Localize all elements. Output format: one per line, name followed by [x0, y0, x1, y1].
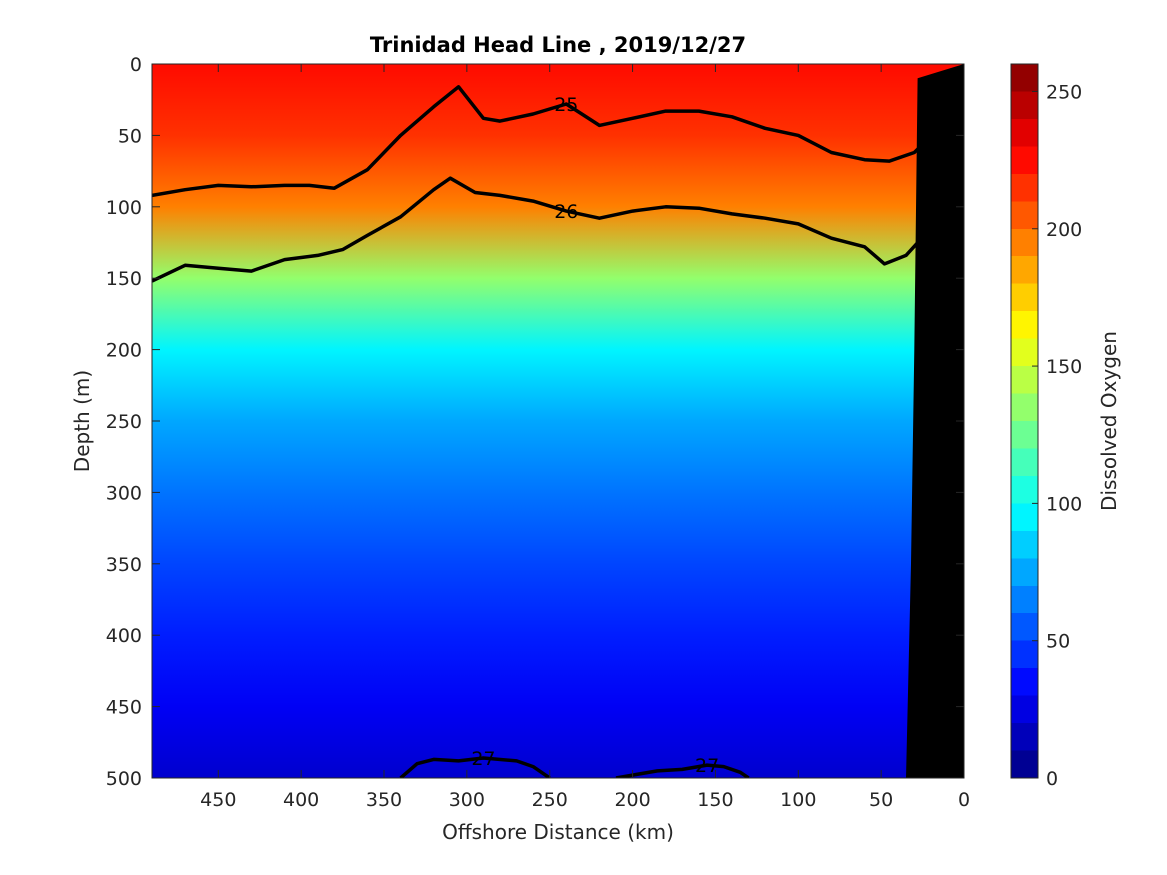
chart-title: Trinidad Head Line , 2019/12/27	[370, 33, 746, 57]
x-tick-label: 150	[697, 789, 733, 811]
plot-area: 25 26 27 27	[152, 64, 964, 778]
colorbar-tick-label: 0	[1046, 768, 1058, 790]
y-axis-ticks: 0 50 100 150 200 250 300 350 400 450 500	[106, 54, 964, 790]
y-tick-label: 250	[106, 411, 142, 433]
density-contour-26	[152, 176, 949, 283]
y-tick-label: 450	[106, 697, 142, 719]
y-tick-label: 300	[106, 482, 142, 504]
x-tick-label: 100	[780, 789, 816, 811]
colorbar-tick-label: 150	[1046, 356, 1082, 378]
x-tick-label: 0	[958, 789, 970, 811]
colorbar-tick-label: 50	[1046, 631, 1070, 653]
contour-label-26: 26	[554, 201, 578, 223]
contour-label-27: 27	[471, 748, 495, 770]
y-tick-label: 400	[106, 625, 142, 647]
y-tick-label: 100	[106, 197, 142, 219]
x-tick-label: 300	[449, 789, 485, 811]
density-contour-25	[152, 85, 957, 198]
y-tick-label: 200	[106, 340, 142, 362]
density-contour-27	[615, 763, 750, 778]
y-tick-label: 0	[130, 54, 142, 76]
colorbar-tick-label: 100	[1046, 493, 1082, 515]
y-axis-label: Depth (m)	[70, 370, 94, 472]
contour-label-27: 27	[695, 755, 719, 777]
colorbar-tick-label: 200	[1046, 219, 1082, 241]
density-contour-27	[399, 756, 551, 778]
density-contours: 25 26 27 27	[152, 85, 957, 778]
y-tick-label: 350	[106, 554, 142, 576]
x-tick-label: 50	[869, 789, 893, 811]
x-axis-label: Offshore Distance (km)	[442, 820, 674, 844]
colorbar-ticks: 0 50 100 150 200 250	[1032, 81, 1082, 790]
oxygen-field	[152, 64, 964, 778]
x-tick-label: 400	[283, 789, 319, 811]
x-tick-label: 200	[614, 789, 650, 811]
x-axis-ticks: 450 400 350 300 250 200 150 100 50 0	[200, 64, 970, 811]
y-tick-label: 50	[118, 125, 142, 147]
colorbar	[1010, 63, 1039, 779]
y-tick-label: 150	[106, 268, 142, 290]
colorbar-tick-label: 250	[1046, 81, 1082, 103]
seafloor-mask	[906, 64, 964, 778]
x-tick-label: 450	[200, 789, 236, 811]
contour-label-25: 25	[554, 94, 578, 116]
y-tick-label: 500	[106, 768, 142, 790]
x-tick-label: 250	[532, 789, 568, 811]
x-tick-label: 350	[366, 789, 402, 811]
colorbar-label: Dissolved Oxygen	[1097, 331, 1121, 511]
